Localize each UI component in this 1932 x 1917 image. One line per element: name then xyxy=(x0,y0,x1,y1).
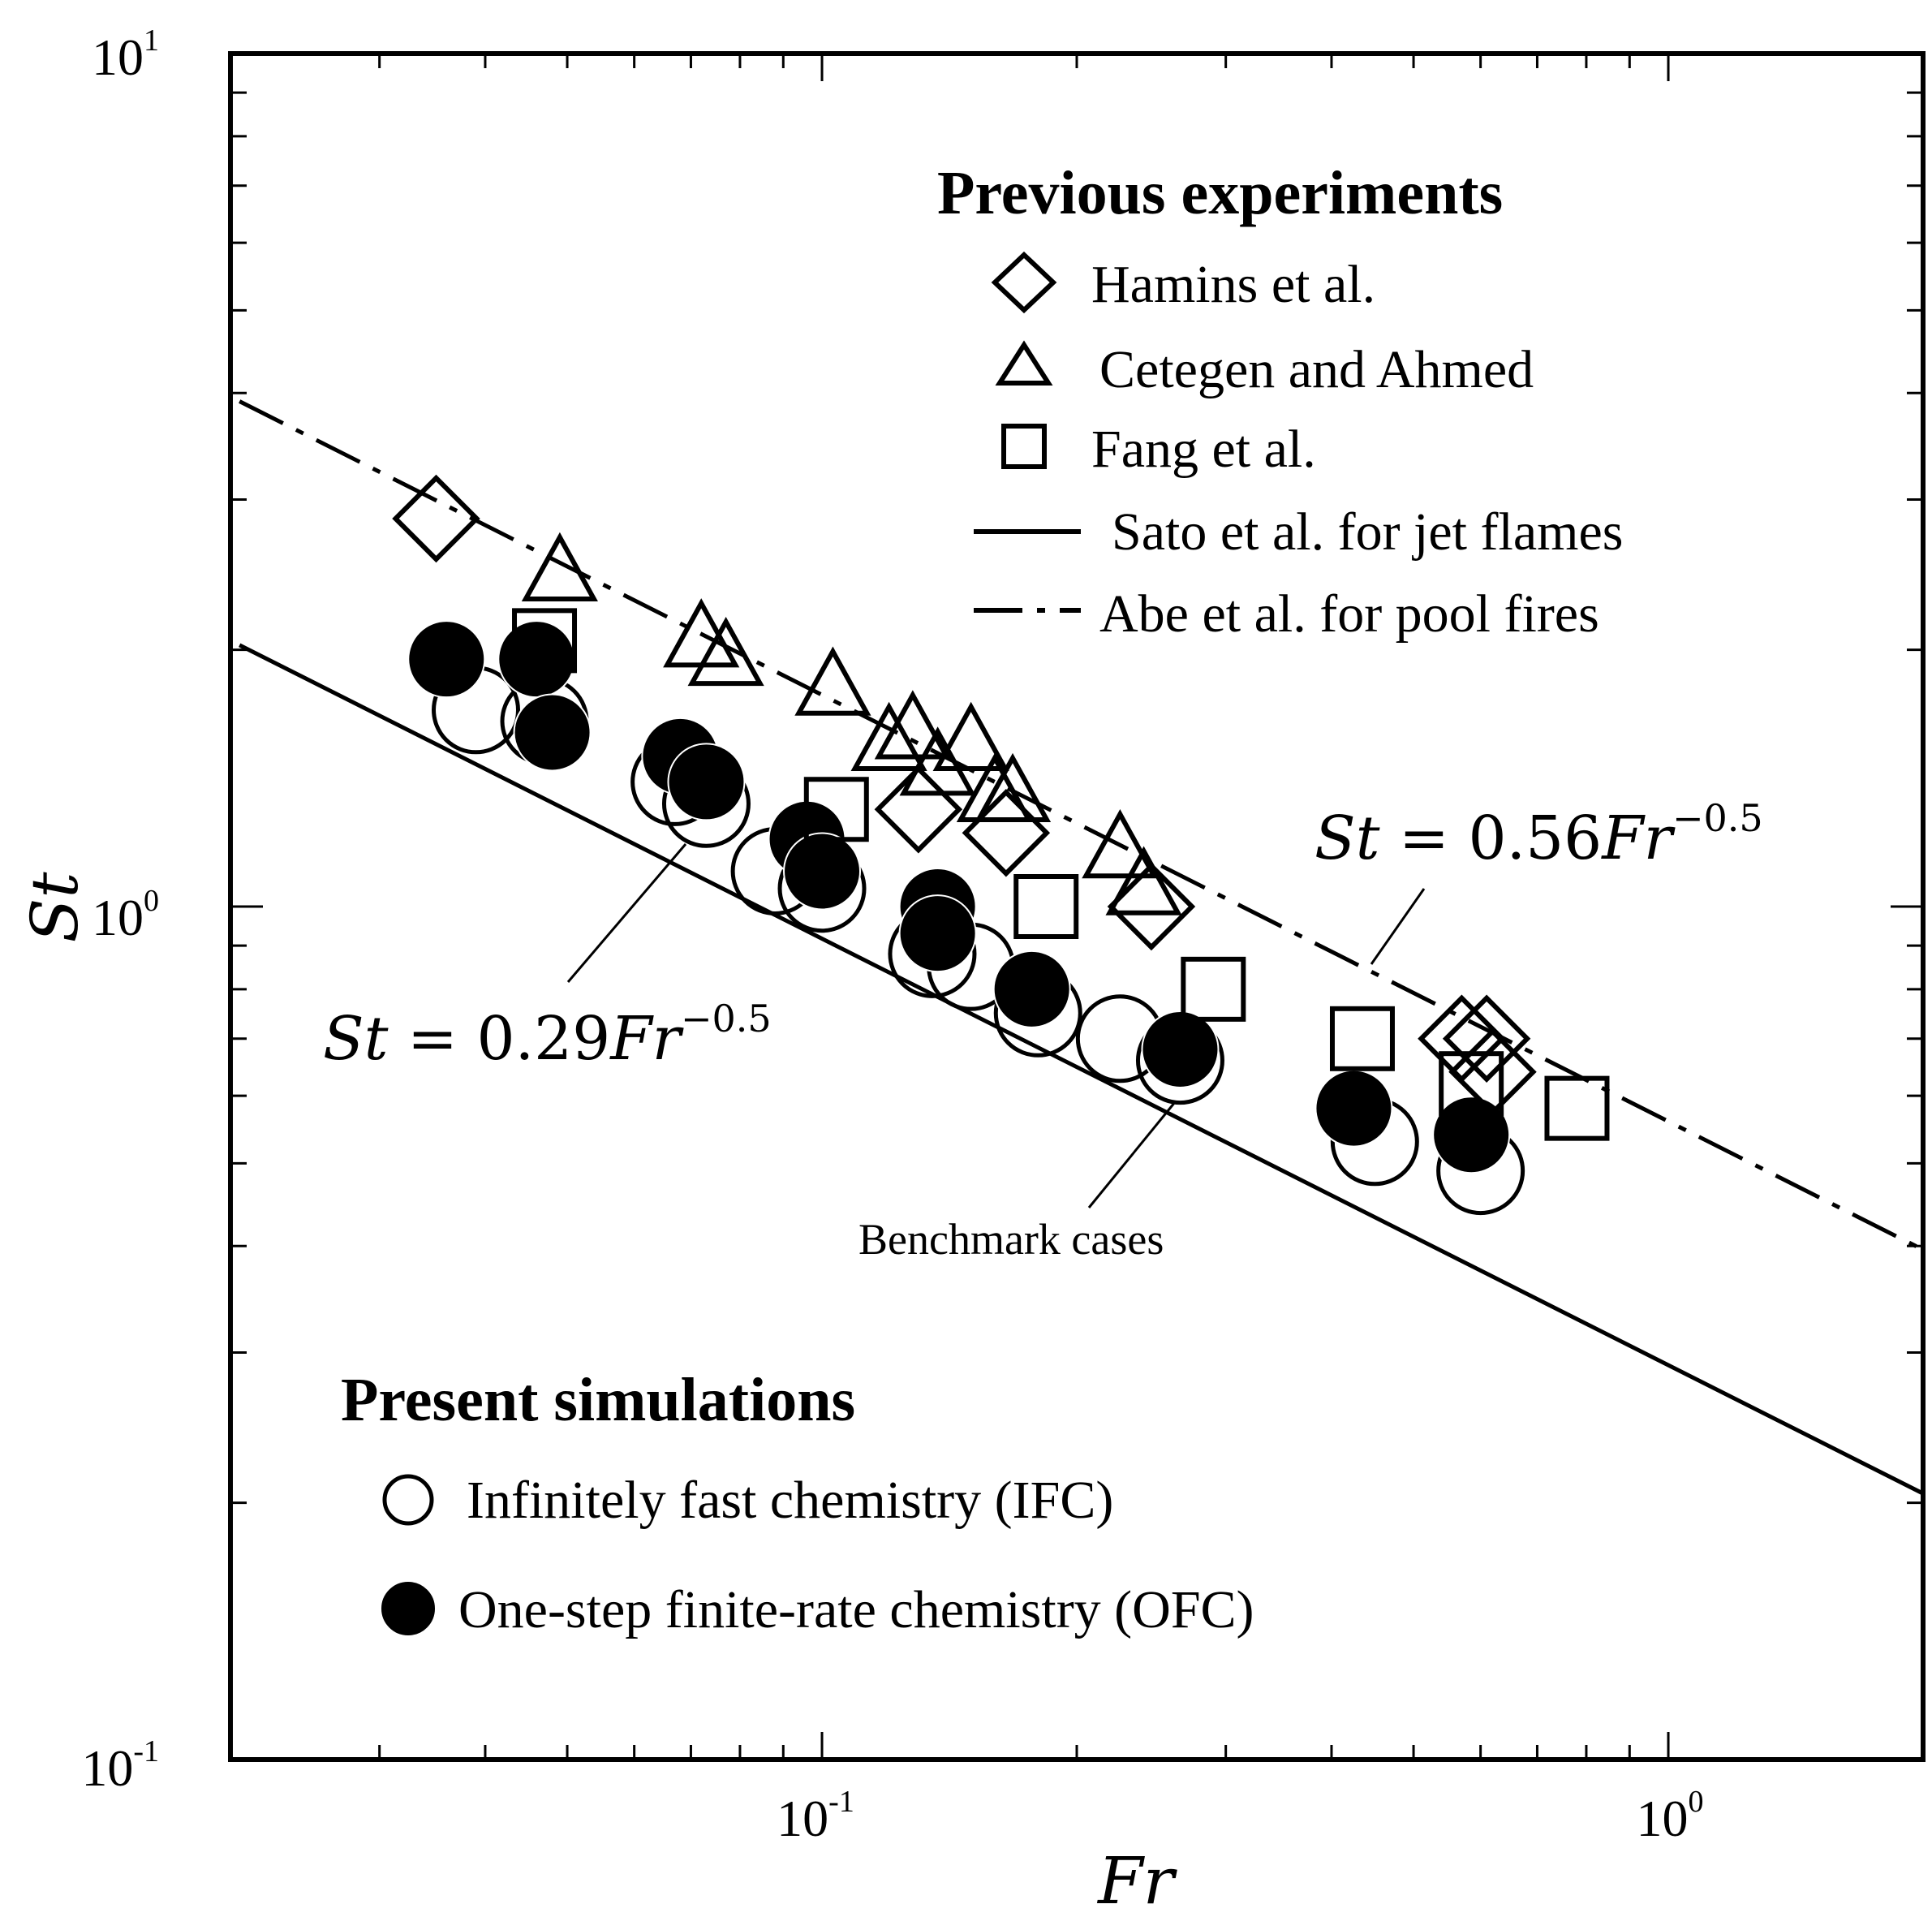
hamins-point xyxy=(874,765,963,854)
y-tick-label-10-1: 10-1 xyxy=(81,1734,159,1797)
hamins-point xyxy=(1442,994,1531,1083)
y-tick-label-10-0: 100 xyxy=(92,884,159,946)
ofc-point xyxy=(898,894,977,973)
ofc-point xyxy=(497,620,576,699)
hamins-point xyxy=(1448,1027,1537,1116)
legend-label-ofc: One-step finite-rate chemistry (OFC) xyxy=(458,1580,1254,1639)
cetegen-point xyxy=(687,616,764,687)
ofc-point xyxy=(992,950,1071,1028)
cetegen-point xyxy=(932,701,1009,771)
fang-point xyxy=(1181,956,1246,1022)
legend-label-sato: Sato et al. for jet flames xyxy=(1112,502,1623,562)
upper-fit-equation: St = 0.56Fr−0.5 xyxy=(1315,796,1763,873)
sato-fit-line xyxy=(239,643,1923,1496)
benchmark-label: Benchmark cases xyxy=(858,1215,1164,1264)
ofc-point xyxy=(783,832,862,911)
x-axis-label: Fr xyxy=(1096,1843,1178,1917)
lower-fit-leader xyxy=(566,843,687,983)
cetegen-point xyxy=(974,752,1052,823)
cetegen-point xyxy=(521,532,598,601)
ofc-point xyxy=(1315,1069,1393,1148)
cetegen-point xyxy=(1082,809,1159,879)
legend-triangle-icon xyxy=(995,340,1053,386)
fang-point xyxy=(803,777,869,842)
cetegen-point xyxy=(899,726,976,796)
legend-prev-title: Previous experiments xyxy=(937,159,1503,227)
ofc-point xyxy=(1141,1010,1220,1089)
data-points xyxy=(392,474,1610,1216)
benchmark-leader xyxy=(1087,1101,1177,1208)
hamins-point xyxy=(392,474,480,563)
hamins-point xyxy=(1418,994,1506,1083)
legend-filled-circle-icon xyxy=(381,1582,435,1635)
cetegen-point xyxy=(850,701,927,771)
hamins-point xyxy=(1107,862,1196,951)
lower-fit-equation: St = 0.29Fr−0.5 xyxy=(323,997,772,1074)
fang-point xyxy=(1013,874,1079,939)
fang-point xyxy=(512,608,578,674)
y-tick-label-10-1-pos: 101 xyxy=(92,24,159,86)
legend-sim-title: Present simulations xyxy=(341,1366,855,1434)
legend-label-ifc: Infinitely fast chemistry (IFC) xyxy=(467,1471,1113,1530)
legend-label-abe: Abe et al. for pool fires xyxy=(1099,584,1599,644)
ofc-point xyxy=(667,743,746,821)
legend-label-cetegen: Cetegen and Ahmed xyxy=(1099,340,1534,399)
ofc-point xyxy=(513,693,592,772)
hamins-point xyxy=(962,788,1051,877)
ofc-point xyxy=(407,620,486,699)
legend-label-hamins: Hamins et al. xyxy=(1091,255,1375,314)
cetegen-point xyxy=(1105,846,1182,915)
cetegen-point xyxy=(874,690,951,760)
upper-fit-leader xyxy=(1370,888,1426,965)
abe-fit-line xyxy=(239,399,1923,1252)
x-tick-label-10-0: 100 xyxy=(1637,1785,1704,1847)
legend-label-fang: Fang et al. xyxy=(1091,420,1316,479)
legend-square-icon xyxy=(1001,424,1047,469)
y-axis-label: St xyxy=(17,872,93,943)
cetegen-point xyxy=(794,646,871,716)
legend-open-circle-icon xyxy=(382,1474,434,1526)
legend-diamond-icon xyxy=(991,251,1057,314)
fit-lines xyxy=(239,399,1923,1496)
x-tick-label-10-1: 10-1 xyxy=(777,1785,854,1847)
fang-point xyxy=(1329,1006,1395,1071)
fang-point xyxy=(1544,1075,1610,1141)
plot-frame xyxy=(228,51,1926,1762)
